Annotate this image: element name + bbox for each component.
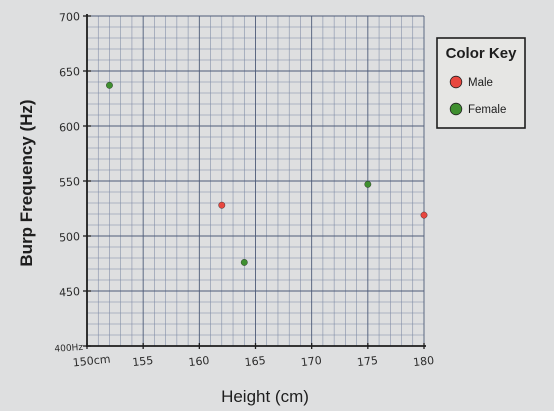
y-tick-label: 450 bbox=[59, 285, 81, 299]
legend-title: Color Key bbox=[446, 45, 518, 62]
x-axis-title: Height (cm) bbox=[221, 387, 309, 406]
legend-label-male: Male bbox=[468, 77, 493, 89]
y-tick-label: 650 bbox=[59, 65, 81, 79]
legend-items: Male Female bbox=[449, 75, 506, 116]
legend: Color Key Male Female bbox=[436, 37, 526, 129]
y-tick-label: 400Hz bbox=[54, 343, 84, 355]
axes bbox=[83, 14, 426, 349]
data-point-female bbox=[240, 258, 248, 266]
legend-swatch-male bbox=[449, 75, 463, 89]
y-tick-label: 550 bbox=[59, 175, 81, 189]
data-points bbox=[106, 81, 428, 266]
y-axis-title: Burp Frequency (Hz) bbox=[17, 99, 36, 266]
legend-label-female: Female bbox=[468, 104, 506, 116]
y-tick-label: 700 bbox=[59, 10, 81, 24]
y-tick-label: 500 bbox=[59, 230, 81, 244]
legend-swatch-female bbox=[449, 102, 463, 116]
data-point-female bbox=[364, 180, 372, 188]
x-tick-label: 150cm bbox=[72, 353, 111, 370]
x-tick-label: 155 bbox=[132, 354, 154, 369]
y-tick-label: 600 bbox=[59, 120, 81, 134]
x-tick-label: 180 bbox=[413, 354, 435, 369]
x-tick-label: 170 bbox=[300, 354, 322, 369]
data-point-female bbox=[106, 81, 113, 89]
x-tick-labels: 150cm 155 160 165 170 175 180 bbox=[72, 353, 435, 370]
data-point-male bbox=[420, 211, 428, 219]
data-point-male bbox=[218, 201, 226, 209]
x-tick-label: 160 bbox=[188, 354, 210, 369]
y-tick-labels: 400Hz 450 500 550 600 650 700 bbox=[54, 10, 84, 355]
x-tick-label: 175 bbox=[356, 354, 378, 369]
x-tick-label: 165 bbox=[244, 354, 266, 369]
